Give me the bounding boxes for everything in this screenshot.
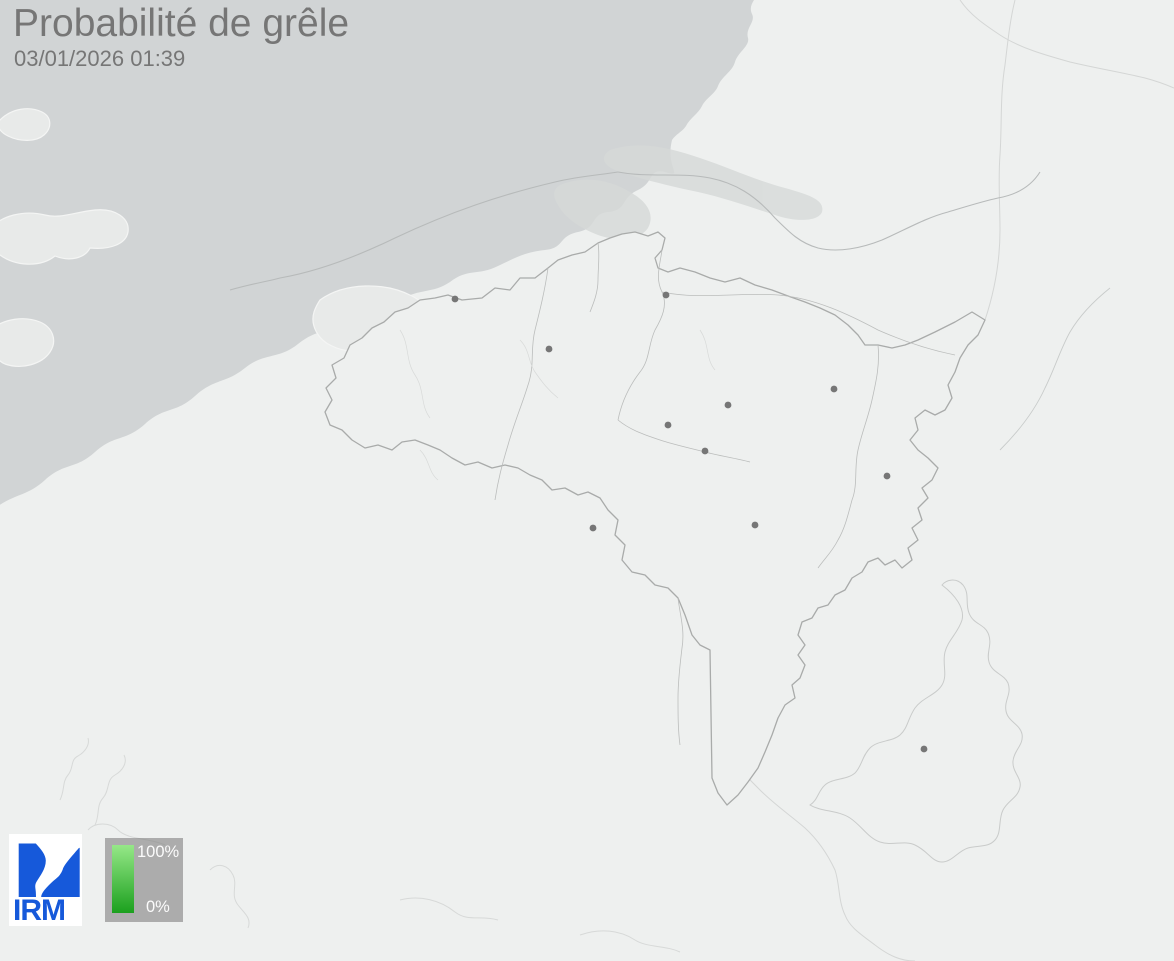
svg-text:IRM: IRM — [13, 894, 65, 926]
svg-text:100%: 100% — [137, 843, 180, 861]
svg-text:0%: 0% — [146, 898, 170, 916]
